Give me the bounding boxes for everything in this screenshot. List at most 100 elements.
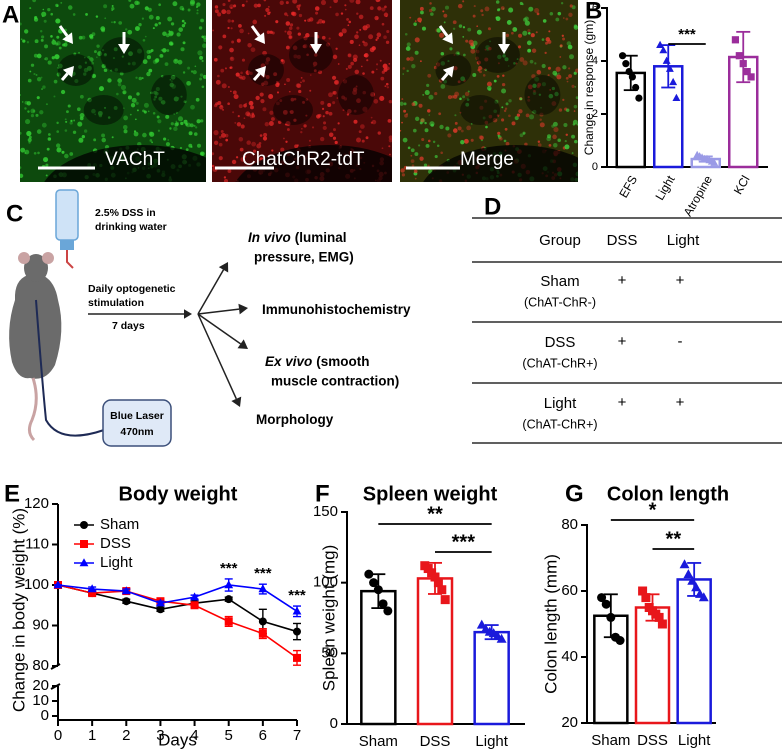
speckle	[36, 129, 42, 134]
speckle	[98, 86, 105, 92]
speckle	[536, 12, 540, 16]
speckle	[320, 100, 325, 105]
speckle	[298, 4, 302, 7]
significance-label: *	[649, 499, 657, 521]
speckle	[171, 84, 176, 89]
speckle	[256, 143, 262, 149]
speckle	[44, 58, 46, 60]
speckle	[551, 86, 556, 91]
speckle	[445, 126, 450, 131]
speckle	[568, 12, 573, 17]
speckle	[336, 97, 339, 99]
speckle	[141, 77, 144, 80]
table-header: DSS	[607, 232, 638, 249]
speckle	[251, 141, 257, 147]
speckle	[293, 97, 297, 101]
arrow-shaft	[250, 25, 261, 37]
speckle	[347, 24, 350, 27]
speckle	[511, 31, 514, 35]
speckle	[557, 11, 562, 16]
speckle	[148, 14, 154, 20]
speckle	[41, 88, 43, 90]
outcome-text-part: (luminal	[295, 230, 347, 245]
arrow-shaft	[197, 313, 242, 345]
speckle	[153, 98, 156, 101]
significance-label: **	[666, 528, 682, 550]
speckle	[542, 19, 547, 23]
data-point	[437, 585, 447, 595]
speckle	[409, 16, 412, 19]
speckle	[308, 139, 311, 142]
speckle	[504, 107, 508, 111]
table-cell: -	[678, 333, 683, 350]
speckle	[356, 98, 361, 104]
speckle	[436, 144, 440, 147]
speckle	[129, 3, 135, 9]
speckle	[348, 20, 352, 24]
outcome-italic: Ex vivo	[265, 354, 312, 369]
data-point	[476, 619, 487, 629]
speckle	[376, 32, 382, 38]
speckle	[548, 143, 552, 147]
speckle	[149, 131, 155, 137]
speckle	[440, 151, 443, 155]
speckle	[413, 169, 418, 174]
speckle	[180, 47, 185, 52]
speckle	[164, 62, 169, 66]
speckle	[169, 82, 175, 88]
speckle	[438, 112, 442, 116]
speckle	[245, 70, 251, 76]
speckle	[451, 95, 455, 99]
speckle	[334, 80, 339, 85]
speckle	[201, 85, 205, 89]
speckle	[293, 54, 298, 59]
speckle	[332, 91, 336, 95]
speckle	[240, 157, 246, 162]
speckle	[268, 11, 271, 14]
speckle	[476, 25, 479, 28]
speckle	[453, 94, 458, 99]
speckle	[118, 21, 123, 25]
speckle	[247, 32, 250, 35]
data-point	[258, 584, 268, 593]
outcome-text-part: Immunohistochemistry	[262, 302, 411, 317]
speckle	[162, 48, 167, 53]
legend-label: Sham	[100, 516, 139, 533]
arrow-shaft	[252, 72, 261, 81]
speckle	[383, 35, 387, 40]
speckle	[250, 47, 256, 53]
y-tick-label: 100	[313, 574, 338, 591]
x-tick-label: 1	[88, 727, 96, 744]
speckle	[262, 136, 268, 141]
arrow-head	[254, 66, 266, 78]
speckle	[460, 140, 465, 145]
data-point	[731, 36, 740, 44]
speckle	[189, 0, 196, 5]
speckle	[421, 137, 425, 142]
x-tick-label: 3	[156, 727, 164, 744]
speckle	[93, 50, 97, 54]
error-bar	[661, 44, 676, 89]
speckle	[548, 30, 551, 33]
speckle	[492, 117, 498, 123]
speckle	[83, 72, 87, 76]
speckle	[113, 47, 118, 52]
speckle	[53, 79, 58, 84]
speckle	[78, 35, 83, 40]
speckle	[472, 73, 477, 77]
speckle	[96, 56, 98, 59]
speckle	[20, 22, 22, 26]
speckle	[402, 73, 405, 75]
speckle	[508, 114, 511, 118]
table-cell: +	[618, 394, 627, 411]
speckle	[457, 80, 461, 84]
speckle	[353, 57, 358, 63]
speckle	[103, 4, 108, 9]
speckle	[501, 118, 505, 122]
speckle	[349, 0, 355, 3]
speckle	[150, 49, 154, 52]
data-point	[615, 636, 625, 645]
cell	[83, 95, 124, 125]
speckle	[424, 90, 430, 96]
